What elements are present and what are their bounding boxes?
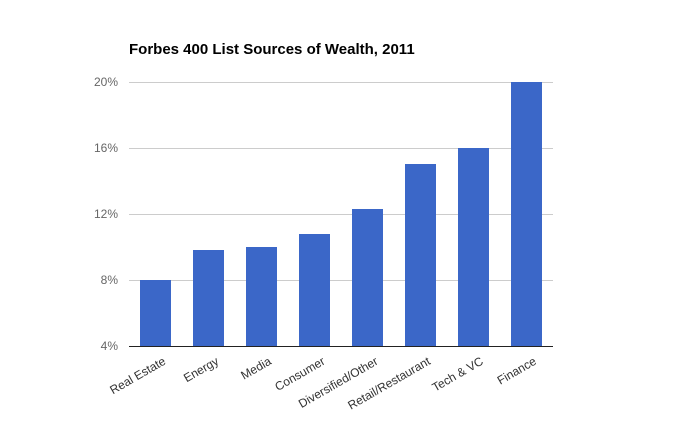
x-tick-label: Consumer [272, 354, 327, 394]
plot-area [129, 82, 553, 347]
y-tick-label: 20% [93, 75, 118, 89]
x-tick-label: Media [238, 354, 274, 383]
bar [193, 250, 224, 346]
y-tick-label: 12% [93, 207, 118, 221]
bar [299, 234, 330, 346]
x-tick-label: Retail/Restaurant [345, 354, 433, 413]
x-tick-label: Diversified/Other [295, 354, 380, 411]
y-tick-label: 16% [93, 141, 118, 155]
bar [458, 148, 489, 346]
gridline [129, 280, 553, 281]
gridline [129, 82, 553, 83]
y-tick-label: 8% [100, 273, 118, 287]
bar [405, 164, 436, 346]
x-tick-label: Energy [181, 354, 221, 386]
bar [352, 209, 383, 346]
bar [140, 280, 171, 346]
gridline [129, 148, 553, 149]
y-tick-label: 4% [100, 339, 118, 353]
bar [246, 247, 277, 346]
bar [511, 82, 542, 346]
gridline [129, 214, 553, 215]
x-tick-label: Finance [495, 354, 539, 388]
x-tick-label: Tech & VC [429, 354, 486, 395]
y-axis-labels: 4% 8% 12% 16% 20% [0, 0, 118, 427]
chart-title: Forbes 400 List Sources of Wealth, 2011 [129, 41, 415, 58]
